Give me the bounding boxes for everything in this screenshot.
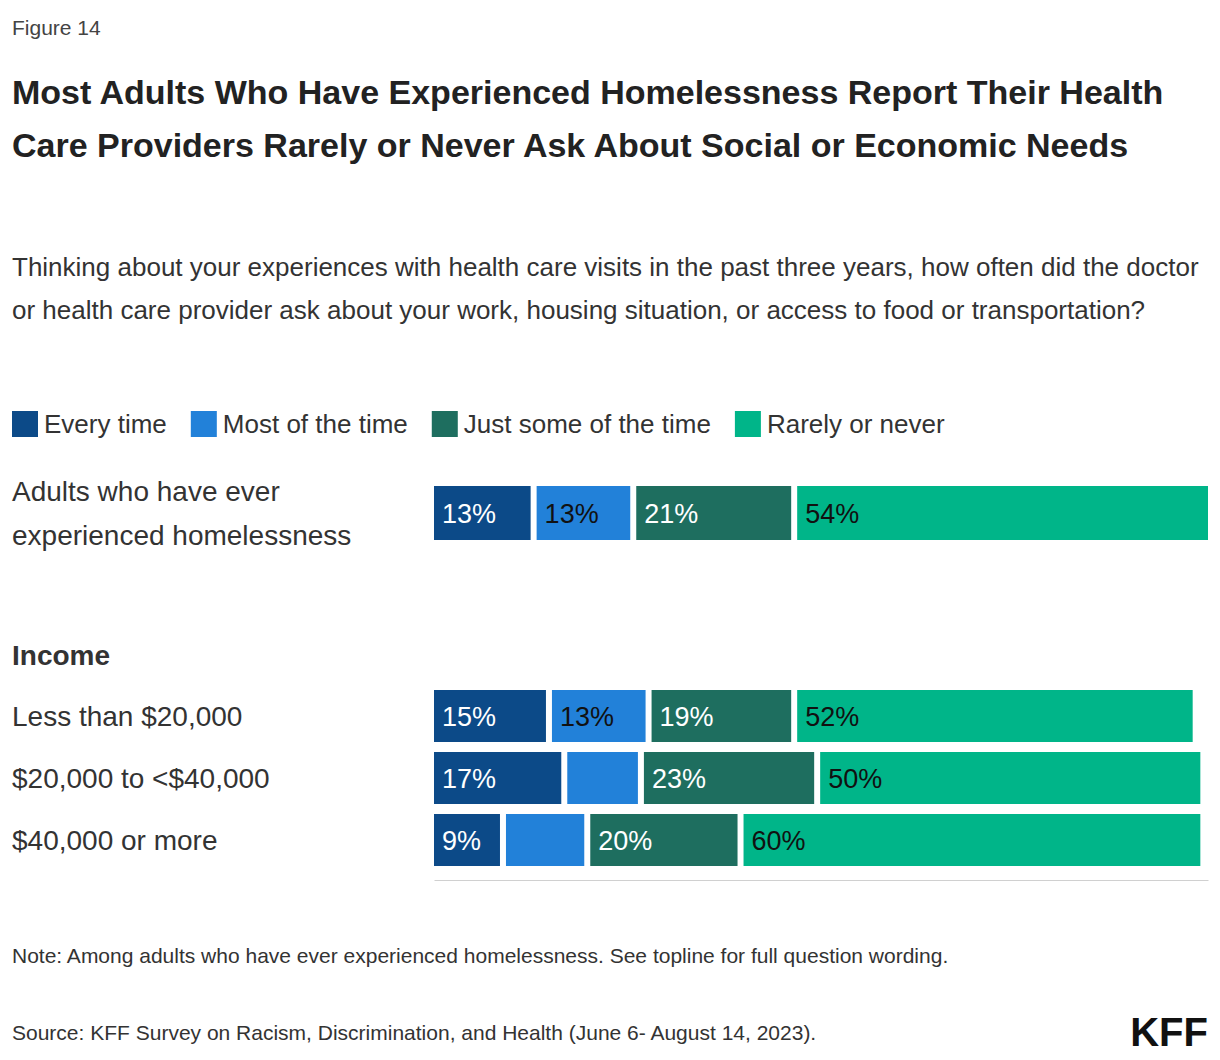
- bars: [434, 486, 1208, 866]
- bar-segment: [797, 690, 1192, 742]
- data-label: 20%: [598, 826, 652, 856]
- title: Most Adults Who Have Experienced Homeles…: [12, 73, 1163, 164]
- data-label: 17%: [442, 764, 496, 794]
- legend-item: Every time: [12, 409, 167, 439]
- category-label: $20,000 to <$40,000: [12, 763, 270, 794]
- category-label: Adults who have everexperienced homeless…: [12, 476, 351, 551]
- data-label: 21%: [644, 499, 698, 529]
- data-label: 60%: [752, 826, 806, 856]
- data-labels: 13% 13% 21% 54% 15% 13% 19% 52% 17% 23% 50% 9% 20% 60…: [442, 499, 882, 856]
- bar-segment: [434, 752, 561, 804]
- legend-label: Every time: [44, 409, 167, 439]
- bar-segment: [797, 486, 1208, 540]
- source: Source: KFF Survey on Racism, Discrimina…: [12, 1021, 816, 1044]
- x-axis: [435, 880, 1209, 881]
- note: Note: Among adults who have ever experie…: [12, 944, 948, 967]
- bar-segment: [590, 814, 737, 866]
- bar-segment: [820, 752, 1200, 804]
- bar-segment: [567, 752, 638, 804]
- category-label: Less than $20,000: [12, 701, 242, 732]
- data-label: 13%: [560, 702, 614, 732]
- category-label: $40,000 or more: [12, 825, 217, 856]
- bar-segment: [434, 690, 546, 742]
- legend-swatch: [191, 411, 217, 437]
- legend-item: Just some of the time: [432, 409, 711, 439]
- data-label: 54%: [805, 499, 859, 529]
- bar-segment: [552, 690, 646, 742]
- logo: KFF: [1130, 1010, 1208, 1054]
- legend-item: Rarely or never: [735, 409, 945, 439]
- bar-segment: [744, 814, 1201, 866]
- data-label: 13%: [442, 499, 496, 529]
- data-label: 9%: [442, 826, 481, 856]
- legend-item: Most of the time: [191, 409, 408, 439]
- data-label: 50%: [828, 764, 882, 794]
- bar-segment: [644, 752, 814, 804]
- bar-segment: [434, 486, 531, 540]
- legend-label: Most of the time: [223, 409, 408, 439]
- data-label: 23%: [652, 764, 706, 794]
- data-label: 15%: [442, 702, 496, 732]
- data-label: 19%: [660, 702, 714, 732]
- bar-segment: [636, 486, 791, 540]
- figure-label: Figure 14: [12, 16, 101, 39]
- bar-segment: [434, 814, 500, 866]
- legend-swatch: [12, 411, 38, 437]
- legend-label: Rarely or never: [767, 409, 945, 439]
- data-label: 52%: [805, 702, 859, 732]
- chart: Figure 14 Most Adults Who Have Experience…: [0, 0, 1220, 1060]
- x-axis-line: [435, 880, 1209, 881]
- subtitle: Thinking about your experiences with hea…: [12, 252, 1199, 325]
- bar-segment: [652, 690, 792, 742]
- legend-swatch: [432, 411, 458, 437]
- bar-segment: [506, 814, 584, 866]
- group-title: Income: [12, 640, 110, 671]
- bar-segment: [537, 486, 631, 540]
- legend: Every time Most of the time Just some of t…: [12, 409, 945, 439]
- data-label: 13%: [545, 499, 599, 529]
- legend-label: Just some of the time: [464, 409, 711, 439]
- legend-swatch: [735, 411, 761, 437]
